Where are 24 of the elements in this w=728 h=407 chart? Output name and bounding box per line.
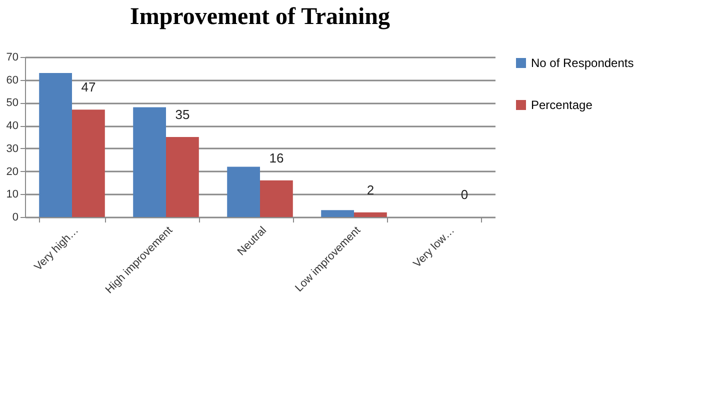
y-tick-label: 0	[12, 212, 18, 224]
chart-title: Improvement of Training	[130, 4, 390, 30]
data-label: 47	[81, 80, 96, 95]
bar	[354, 212, 387, 217]
y-tick-label: 70	[6, 52, 18, 64]
bar	[260, 180, 293, 217]
y-tick-label: 60	[6, 74, 18, 86]
bar	[39, 73, 72, 217]
bar	[321, 210, 354, 217]
legend-label: Percentage	[531, 98, 593, 112]
data-label: 0	[460, 187, 468, 202]
bar	[227, 166, 260, 217]
bar	[166, 137, 199, 217]
data-label: 16	[269, 150, 284, 166]
y-tick-label: 20	[6, 166, 18, 178]
bar	[133, 107, 166, 217]
y-tick-label: 50	[6, 97, 18, 110]
bar	[72, 110, 105, 217]
data-label: 35	[175, 107, 190, 122]
y-tick-label: 30	[6, 142, 18, 155]
y-tick-label: 10	[6, 188, 18, 201]
data-label: 2	[366, 182, 374, 198]
legend-label: No of Respondents	[531, 56, 634, 70]
y-tick-label: 40	[6, 120, 18, 132]
